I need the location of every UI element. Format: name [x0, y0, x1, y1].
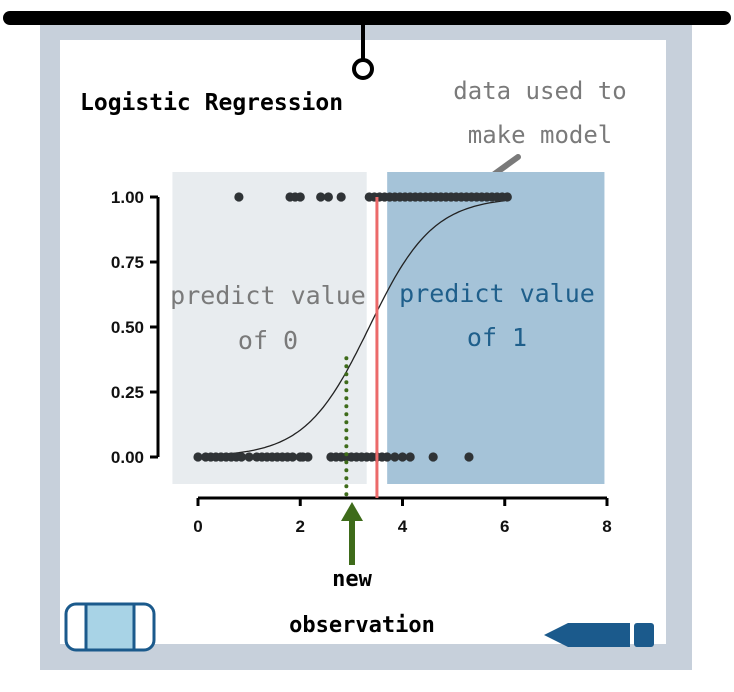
data-point-0 [244, 452, 254, 462]
data-point-1 [316, 192, 326, 202]
data-point-1 [323, 192, 333, 202]
page-title: Logistic Regression [80, 90, 343, 116]
data-point-1 [336, 192, 346, 202]
hanging-ring-icon [352, 58, 374, 80]
shaded-regions [172, 172, 605, 484]
region-left-label-2: of 0 [238, 326, 298, 355]
x-tick-label: 8 [602, 517, 611, 536]
data-point-1 [502, 192, 512, 202]
region-predict-0 [172, 172, 367, 484]
region-left-label-1: predict value [170, 281, 366, 310]
y-tick-label: 0.25 [111, 383, 144, 402]
y-tick-label: 1.00 [111, 188, 144, 207]
data-point-1 [234, 192, 244, 202]
y-tick-label: 0.50 [111, 318, 144, 337]
logistic-curve [197, 200, 505, 457]
x-tick-label: 6 [500, 517, 509, 536]
chart-axes: 0.00 0.25 0.50 0.75 1.00 0 2 4 6 8 [111, 188, 612, 536]
data-points [193, 192, 512, 462]
data-point-0 [303, 452, 313, 462]
data-point-0 [428, 452, 438, 462]
region-right-label-1: predict value [399, 279, 595, 308]
note-line-1: data used to [453, 77, 626, 105]
y-tick-label: 0.75 [111, 253, 144, 272]
data-point-1 [295, 192, 305, 202]
chart-marks [344, 197, 379, 500]
region-right-label-2: of 1 [467, 323, 527, 352]
data-point-0 [287, 452, 298, 462]
data-point-0 [390, 452, 400, 462]
data-point-0 [464, 452, 474, 462]
observation-label-1: new [332, 567, 372, 592]
region-predict-1 [387, 172, 605, 484]
observation-label-2: observation [289, 613, 435, 638]
marker-icon [544, 623, 654, 647]
x-tick-label: 2 [296, 517, 305, 536]
data-point-0 [405, 452, 415, 462]
note-line-2: make model [468, 121, 613, 149]
data-point-0 [236, 452, 247, 462]
data-point-0 [193, 452, 203, 462]
x-tick-label: 4 [398, 517, 408, 536]
eraser-icon [64, 602, 156, 652]
logistic-curve-layer [197, 200, 505, 457]
x-tick-label: 0 [193, 517, 202, 536]
y-tick-label: 0.00 [111, 448, 144, 467]
data-point-0 [397, 452, 408, 462]
data-point-0 [382, 452, 392, 462]
observation-arrow-head-icon [341, 502, 363, 521]
